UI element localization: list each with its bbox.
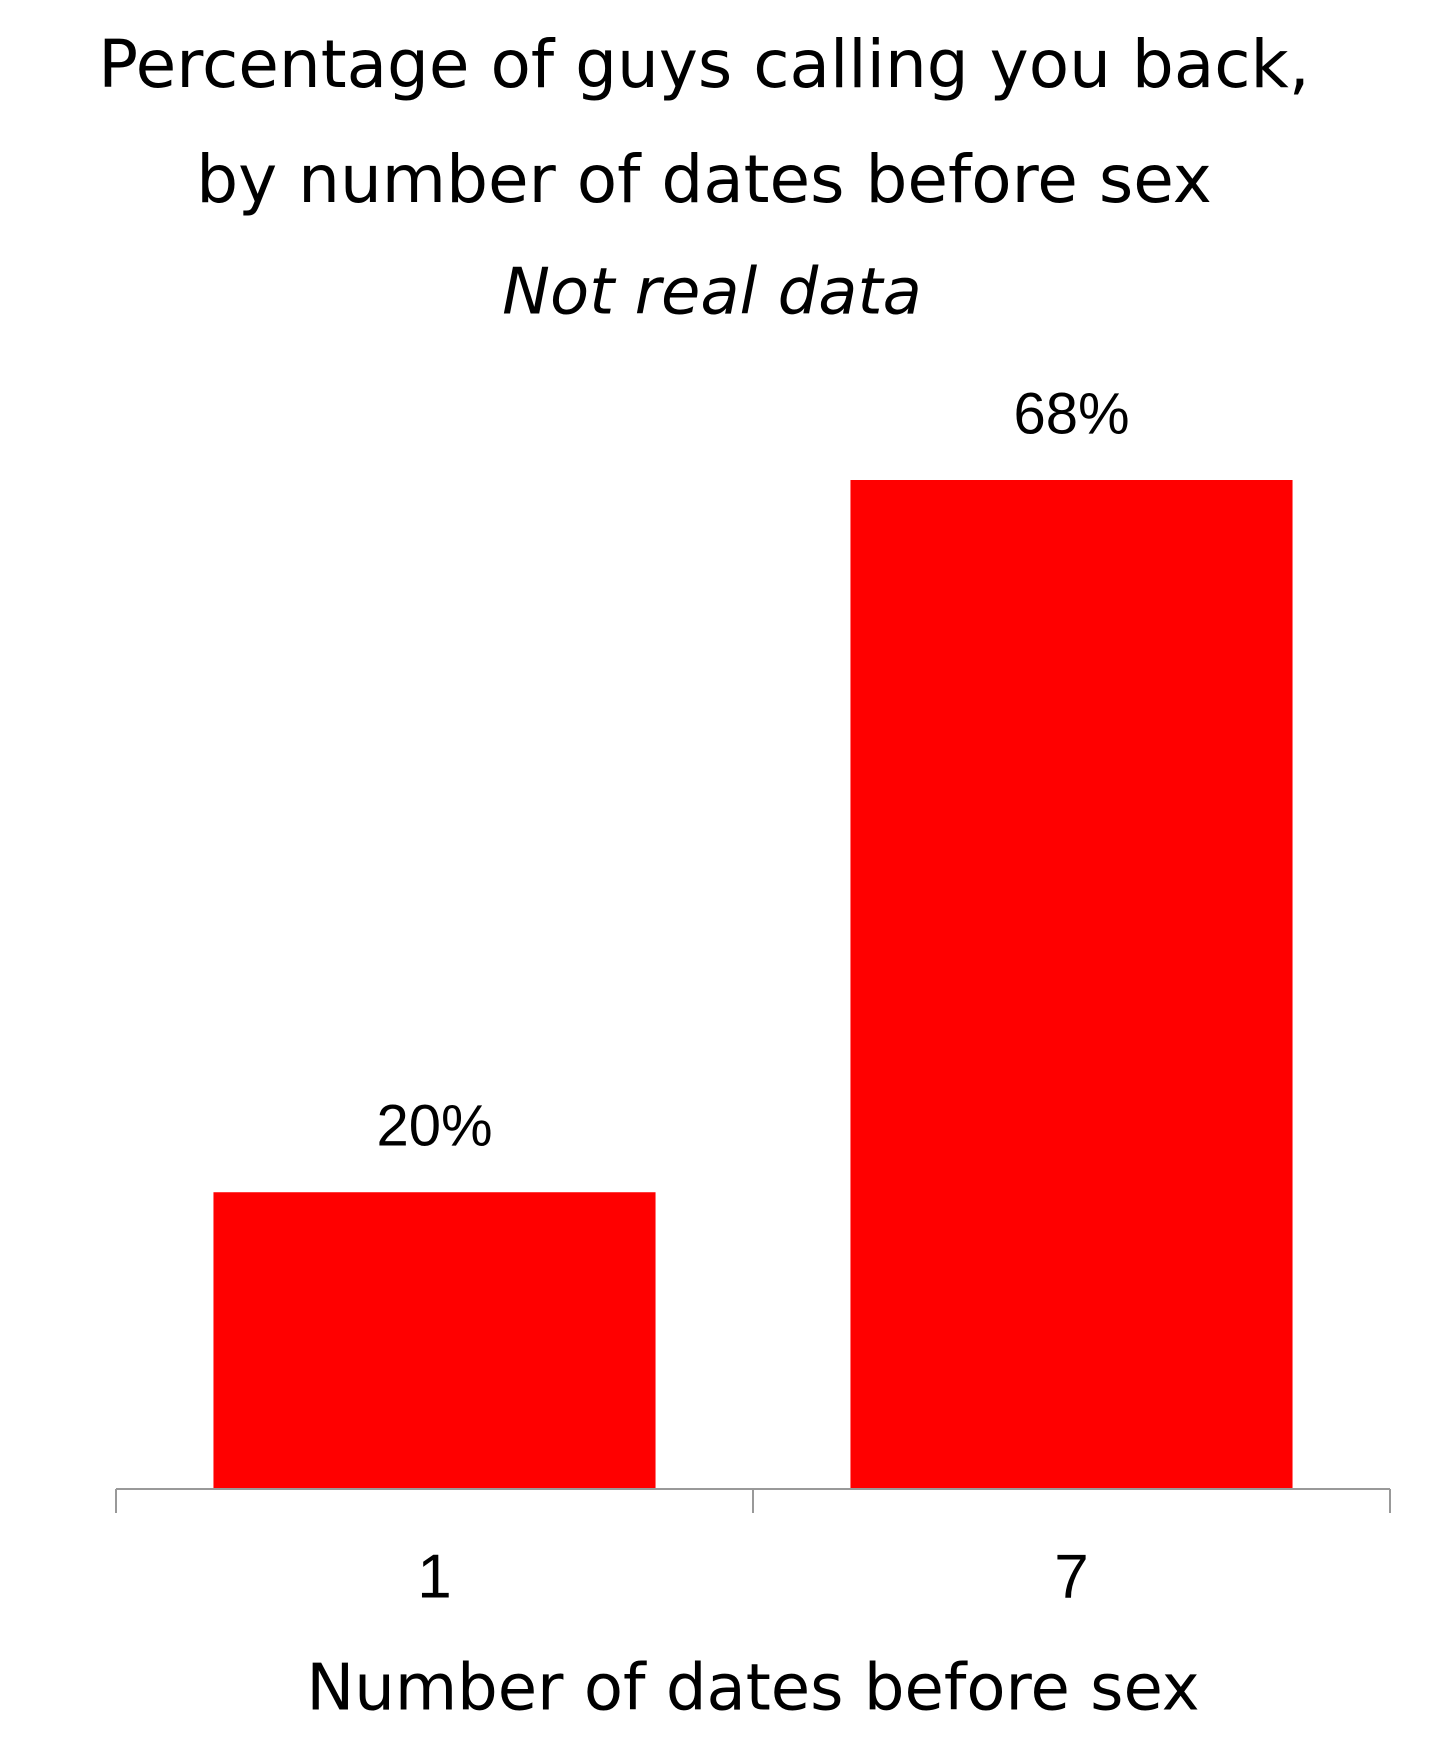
bar (850, 480, 1293, 1489)
chart-subtitle: Not real data (502, 256, 922, 330)
bar (213, 1192, 656, 1489)
value-label: 20% (376, 1094, 492, 1159)
x-tick-label: 7 (1054, 1542, 1088, 1611)
chart-title: by number of dates before sex (196, 141, 1212, 218)
x-tick-label: 1 (417, 1542, 451, 1611)
x-axis-title: Number of dates before sex (306, 1652, 1199, 1726)
value-label: 68% (1013, 381, 1129, 446)
chart-title: Percentage of guys calling you back, (98, 26, 1310, 103)
